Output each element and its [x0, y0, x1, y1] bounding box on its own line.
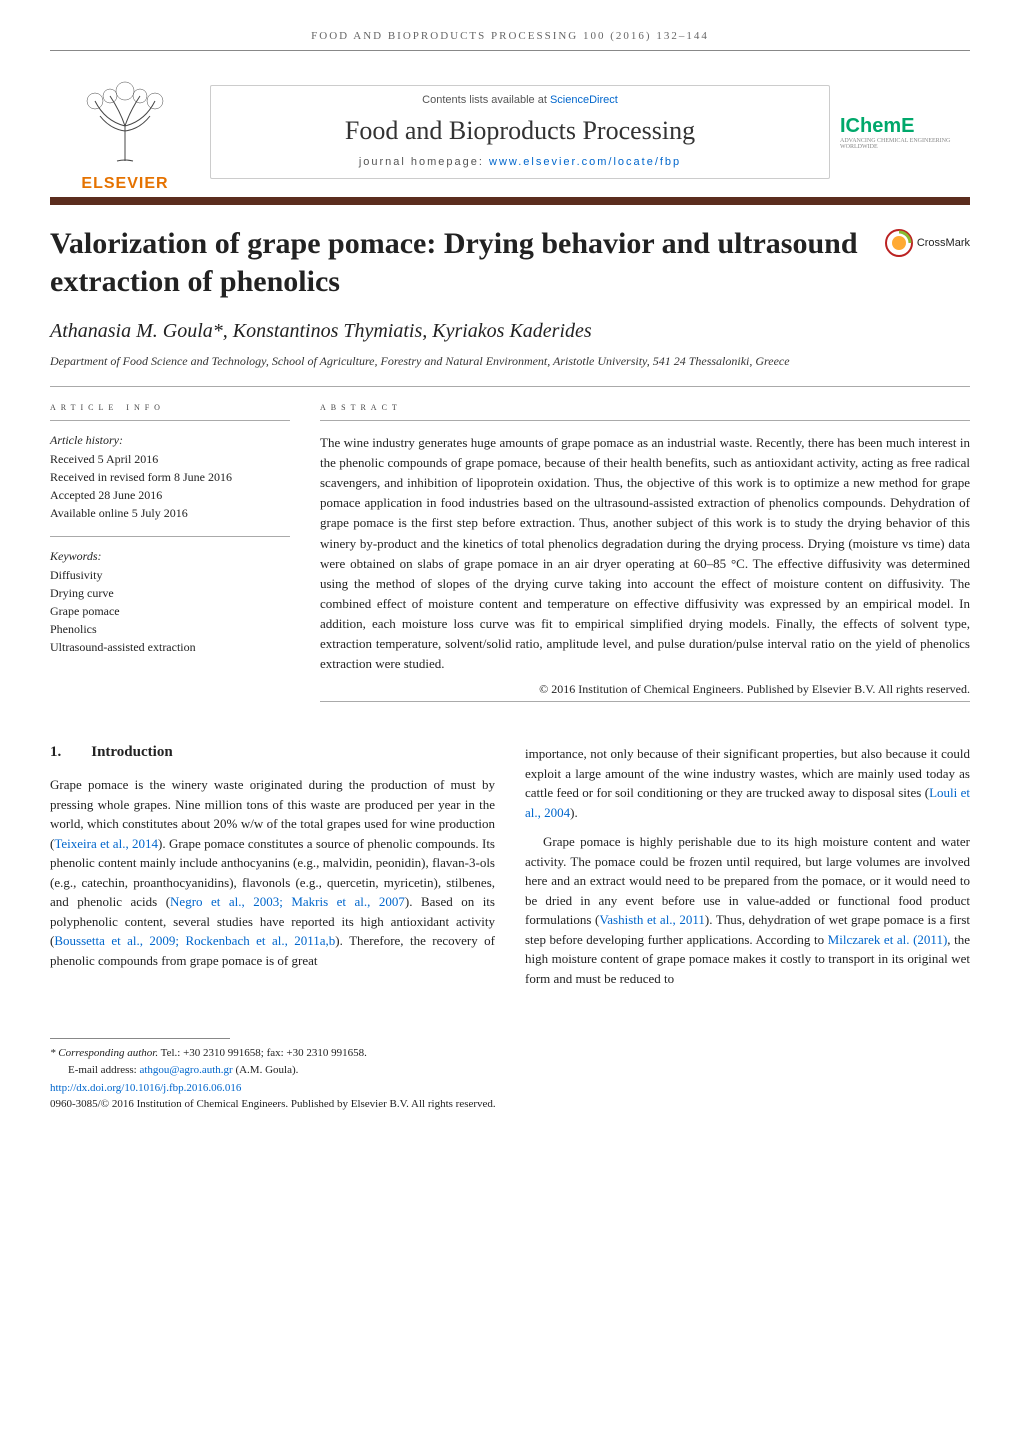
- affiliation: Department of Food Science and Technolog…: [50, 353, 970, 370]
- citation-link[interactable]: Boussetta et al., 2009; Rockenbach et al…: [54, 933, 335, 948]
- journal-homepage-line: journal homepage: www.elsevier.com/locat…: [211, 156, 829, 168]
- society-logo-block: IChemE ADVANCING CHEMICAL ENGINEERING WO…: [840, 115, 970, 150]
- history-line: Received in revised form 8 June 2016: [50, 468, 290, 486]
- section-rule: [50, 386, 970, 387]
- citation-link[interactable]: Milczarek et al. (2011): [828, 932, 948, 947]
- info-rule: [50, 420, 290, 421]
- publisher-logo-block: ELSEVIER: [50, 71, 200, 193]
- running-header: FOOD AND BIOPRODUCTS PROCESSING 100 (201…: [50, 30, 970, 42]
- banner-center: Contents lists available at ScienceDirec…: [210, 85, 830, 179]
- title-row: Valorization of grape pomace: Drying beh…: [50, 225, 970, 300]
- keyword: Ultrasound-assisted extraction: [50, 638, 290, 656]
- history-line: Accepted 28 June 2016: [50, 486, 290, 504]
- footnote-rule: [50, 1038, 230, 1039]
- right-column: importance, not only because of their si…: [525, 744, 970, 998]
- bottom-copyright: 0960-3085/© 2016 Institution of Chemical…: [50, 1098, 970, 1110]
- section-title: Introduction: [91, 744, 172, 760]
- keyword: Diffusivity: [50, 566, 290, 584]
- corr-author-label: * Corresponding author.: [50, 1047, 158, 1059]
- keywords-block: Keywords: Diffusivity Drying curve Grape…: [50, 549, 290, 656]
- keyword: Phenolics: [50, 620, 290, 638]
- intro-para-1: Grape pomace is the winery waste origina…: [50, 775, 495, 970]
- info-abstract-row: article info Article history: Received 5…: [50, 399, 970, 715]
- history-label: Article history:: [50, 433, 290, 448]
- intro-para-2: importance, not only because of their si…: [525, 744, 970, 822]
- email-suffix: (A.M. Goula).: [233, 1064, 299, 1076]
- abstract-heading: abstract: [320, 399, 970, 414]
- journal-banner: ELSEVIER Contents lists available at Sci…: [50, 71, 970, 205]
- abstract-column: abstract The wine industry generates hug…: [320, 399, 970, 715]
- section-number: 1.: [50, 744, 61, 760]
- elsevier-wordmark: ELSEVIER: [81, 175, 168, 193]
- keyword: Grape pomace: [50, 602, 290, 620]
- crossmark-label: CrossMark: [917, 237, 970, 249]
- icheme-logo: IChemE: [840, 115, 914, 137]
- history-line: Received 5 April 2016: [50, 450, 290, 468]
- email-link[interactable]: athgou@agro.auth.gr: [139, 1064, 232, 1076]
- corr-author-contact: Tel.: +30 2310 991658; fax: +30 2310 991…: [158, 1047, 367, 1059]
- keywords-label: Keywords:: [50, 549, 290, 564]
- intro-para-3: Grape pomace is highly perishable due to…: [525, 832, 970, 988]
- icheme-tagline: ADVANCING CHEMICAL ENGINEERING WORLDWIDE: [840, 138, 970, 150]
- article-info-heading: article info: [50, 399, 290, 414]
- authors: Athanasia M. Goula*, Konstantinos Thymia…: [50, 320, 970, 343]
- abstract-text: The wine industry generates huge amounts…: [320, 433, 970, 675]
- sciencedirect-link[interactable]: ScienceDirect: [550, 94, 618, 106]
- crossmark-icon: [885, 229, 913, 257]
- article-title: Valorization of grape pomace: Drying beh…: [50, 225, 865, 300]
- left-column: 1. Introduction Grape pomace is the winer…: [50, 744, 495, 998]
- contents-prefix: Contents lists available at: [422, 94, 550, 106]
- journal-homepage-link[interactable]: www.elsevier.com/locate/fbp: [489, 156, 681, 168]
- contents-available-text: Contents lists available at ScienceDirec…: [211, 94, 829, 106]
- article-history-block: Article history: Received 5 April 2016 R…: [50, 433, 290, 522]
- crossmark-badge[interactable]: CrossMark: [885, 229, 970, 257]
- header-rule: [50, 50, 970, 51]
- journal-title: Food and Bioproducts Processing: [211, 116, 829, 146]
- text-span: ).: [570, 805, 578, 820]
- text-span: importance, not only because of their si…: [525, 746, 970, 800]
- corresponding-author-footnote: * Corresponding author. Tel.: +30 2310 9…: [50, 1045, 970, 1062]
- citation-link[interactable]: Teixeira et al., 2014: [54, 836, 158, 851]
- keyword: Drying curve: [50, 584, 290, 602]
- homepage-prefix: journal homepage:: [359, 156, 489, 168]
- abstract-bottom-rule: [320, 701, 970, 702]
- article-info-column: article info Article history: Received 5…: [50, 399, 290, 715]
- doi-link[interactable]: http://dx.doi.org/10.1016/j.fbp.2016.06.…: [50, 1082, 241, 1094]
- abstract-copyright: © 2016 Institution of Chemical Engineers…: [320, 682, 970, 697]
- history-line: Available online 5 July 2016: [50, 504, 290, 522]
- elsevier-tree-icon: [75, 71, 175, 171]
- email-footnote: E-mail address: athgou@agro.auth.gr (A.M…: [50, 1062, 970, 1079]
- body-columns: 1. Introduction Grape pomace is the winer…: [50, 744, 970, 998]
- citation-link[interactable]: Vashisth et al., 2011: [599, 912, 705, 927]
- info-rule: [50, 536, 290, 537]
- email-label: E-mail address:: [68, 1064, 139, 1076]
- introduction-heading: 1. Introduction: [50, 744, 495, 761]
- abstract-rule: [320, 420, 970, 421]
- citation-link[interactable]: Negro et al., 2003; Makris et al., 2007: [170, 894, 405, 909]
